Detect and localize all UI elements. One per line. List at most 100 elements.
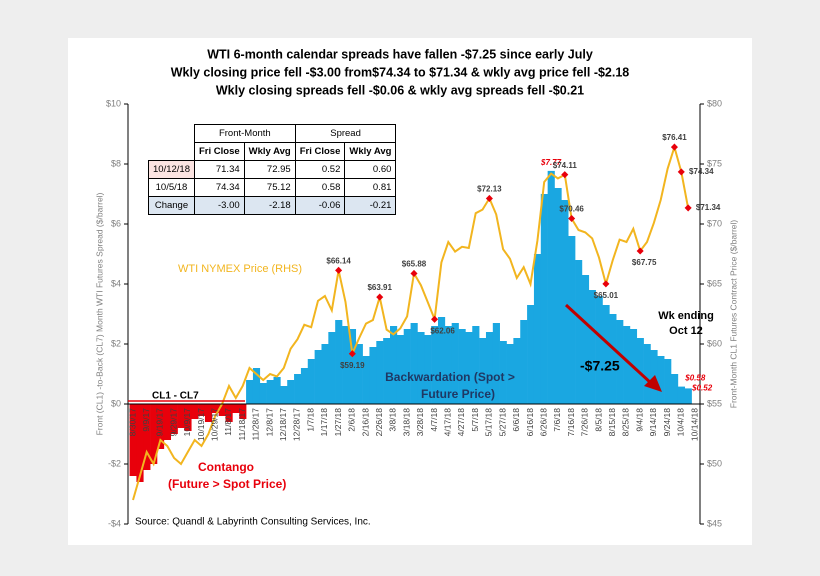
table-cell: 71.34 [193,160,245,179]
bar [335,320,343,404]
bar [588,290,596,404]
x-tick-label: 6/16/18 [525,408,535,437]
x-tick-label: 12/18/17 [278,408,288,441]
table-header: Fri Close [294,142,346,161]
x-tick-label: 9/24/18 [662,408,672,437]
y2-axis-title: Front-Month CL1 Futures Contract Price (… [728,220,738,409]
x-tick-label: 9/9/17 [141,408,151,432]
bar [198,404,206,416]
x-tick-label: 3/18/18 [401,408,411,437]
y2-tick-label: $65 [707,278,722,288]
y2-tick-label: $75 [707,158,722,168]
bar [485,332,494,404]
table-cell: 0.52 [294,160,346,179]
bar [239,404,247,419]
note: -$7.25 [580,358,620,374]
x-tick-label: 8/30/17 [127,408,137,437]
price-line [132,143,690,501]
x-tick-label: 10/9/17 [182,408,192,437]
x-tick-label: 5/7/18 [470,408,480,432]
table-cell: -0.21 [344,196,397,215]
bar [527,305,535,404]
bar [671,374,679,404]
x-tick-label: 8/5/18 [593,408,603,432]
bar [191,404,199,419]
bar [410,323,418,404]
bar [677,386,686,404]
table-row: Change -3.00 -2.18 -0.06 -0.21 [148,196,397,215]
bar [513,338,521,404]
table-cell: 74.34 [193,178,245,197]
table-row: 10/5/18 74.34 75.12 0.58 0.81 [148,178,397,197]
bar [204,404,213,422]
bar [321,344,329,404]
bar [136,404,144,482]
value-label: $66.14 [326,256,351,265]
bar [643,344,651,404]
x-tick-label: 2/6/18 [347,408,357,432]
x-tick-label: 1/17/18 [319,408,329,437]
x-tick-label: 1/7/18 [305,408,315,432]
bar [225,404,233,422]
x-tick-label: 4/17/18 [443,408,453,437]
note: Backwardation (Spot > [385,370,515,384]
bar [437,317,446,404]
bar [156,404,165,449]
y2-tick-label: $70 [707,218,722,228]
bar [561,200,569,404]
value-label: $70.46 [559,205,584,214]
x-tick-label: 2/16/18 [360,408,370,437]
bar [424,335,432,404]
x-tick-label: 6/6/18 [511,408,521,432]
table-cell: -2.18 [243,196,296,215]
trend-arrow [564,303,654,386]
price-marker [561,171,569,179]
bar [479,338,487,404]
bar [396,335,405,404]
price-marker [677,168,685,176]
table-cell: -0.06 [294,196,346,215]
bar [499,341,507,404]
price-marker [684,204,692,212]
price-marker [348,350,356,358]
x-tick-label: 1/27/18 [333,408,343,437]
source: Source: Quandl & Labyrinth Consulting Se… [135,517,371,528]
table-header: Wkly Avg [344,142,397,161]
table-cell: 75.12 [243,178,296,197]
note: Oct 12 [669,325,703,337]
bar [342,326,350,404]
bar [362,356,370,404]
value-label: $0.58 [684,374,706,383]
x-tick-label: 10/29/17 [209,408,219,441]
arrow-head [644,375,662,392]
value-label: $67.75 [632,258,657,267]
bar [520,320,528,404]
x-tick-label: 9/4/18 [634,408,644,432]
table-group-header: Front-Month [193,124,296,143]
bar [609,314,617,404]
x-tick-label: 4/7/18 [429,408,439,432]
x-tick-label: 6/26/18 [538,408,548,437]
bar [595,296,603,404]
x-tick-label: 12/28/17 [292,408,302,441]
note: Wk ending [658,310,714,322]
value-label: $63.91 [367,283,392,292]
bar [369,347,377,404]
bar [540,194,548,404]
table-cell: 0.60 [344,160,397,179]
table-header: Wkly Avg [243,142,296,161]
value-label: $65.01 [594,291,619,300]
bar [150,404,158,464]
table-corner [149,125,195,143]
value-label: $65.88 [402,260,427,269]
title-line: Wkly closing spreads fell -$0.06 & wkly … [216,83,584,97]
table-cell: 72.95 [243,160,296,179]
bar [383,338,391,404]
bar [664,359,672,404]
bar [294,374,302,404]
table-corner [149,143,195,161]
bar [636,338,644,404]
legend-entry: CL1 - CL7 [152,391,199,402]
x-tick-label: 3/28/18 [415,408,425,437]
value-label: $0.52 [691,384,713,393]
